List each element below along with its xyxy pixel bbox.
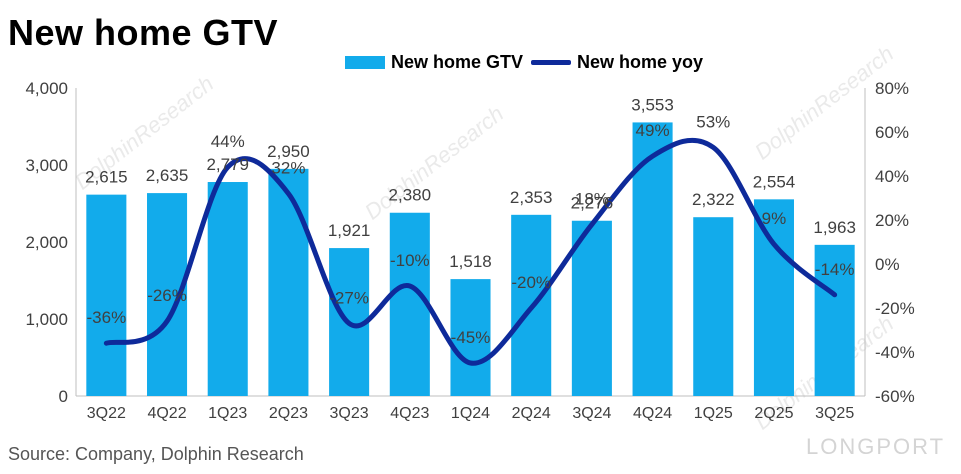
- right-tick-label: 60%: [875, 123, 909, 142]
- bar-data-label: 2,554: [753, 172, 796, 191]
- bar: [632, 122, 673, 396]
- right-tick-label: -20%: [875, 299, 915, 318]
- bar-data-label: 2,380: [389, 186, 432, 205]
- bar-data-label: 2,779: [206, 155, 249, 174]
- left-tick-label: 2,000: [25, 233, 68, 252]
- line-data-label: -27%: [329, 288, 369, 307]
- watermark-logo: LONGPORT: [806, 434, 946, 459]
- bar-data-label: 2,353: [510, 188, 553, 207]
- legend-item-gtv: New home GTV: [345, 52, 523, 73]
- line-data-label: -14%: [815, 260, 855, 279]
- bar-data-label: 2,950: [267, 142, 310, 161]
- left-tick-label: 4,000: [25, 79, 68, 98]
- x-tick-label: 2Q23: [269, 405, 308, 422]
- bar: [814, 244, 855, 396]
- bar-data-label: 3,553: [631, 95, 674, 114]
- right-tick-label: 20%: [875, 211, 909, 230]
- bar: [693, 217, 734, 396]
- left-tick-label: 0: [59, 387, 68, 406]
- left-tick-label: 1,000: [25, 310, 68, 329]
- line-data-label: 53%: [696, 112, 730, 131]
- legend-swatch-bar: [345, 56, 385, 69]
- line-data-label: -20%: [511, 273, 551, 292]
- right-tick-label: -60%: [875, 387, 915, 406]
- legend-swatch-line: [531, 60, 572, 65]
- legend-item-yoy: New home yoy: [531, 52, 703, 73]
- line-data-label: 32%: [271, 159, 305, 178]
- line-data-label: 9%: [762, 209, 787, 228]
- x-tick-label: 4Q23: [390, 405, 429, 422]
- bar: [86, 194, 127, 396]
- legend: New home GTV New home yoy: [345, 52, 711, 73]
- x-tick-label: 1Q25: [694, 405, 733, 422]
- x-tick-label: 3Q23: [330, 405, 369, 422]
- x-tick-label: 2Q24: [512, 405, 551, 422]
- bar-data-label: 1,921: [328, 221, 371, 240]
- bar: [389, 212, 430, 396]
- yoy-line: [103, 137, 838, 366]
- right-tick-label: 80%: [875, 79, 909, 98]
- bar-data-label: 2,635: [146, 166, 189, 185]
- x-tick-label: 3Q22: [87, 405, 126, 422]
- x-tick-label: 3Q25: [815, 405, 854, 422]
- legend-label-yoy: New home yoy: [577, 52, 704, 72]
- bar-data-label: 1,518: [449, 252, 492, 271]
- bar: [571, 220, 612, 396]
- bar: [207, 182, 248, 396]
- x-tick-label: 3Q24: [572, 405, 611, 422]
- x-tick-label: 4Q24: [633, 405, 672, 422]
- x-tick-label: 2Q25: [754, 405, 793, 422]
- bar-data-label: 2,615: [85, 168, 128, 187]
- x-tick-label: 1Q24: [451, 405, 490, 422]
- bar: [450, 279, 491, 396]
- bar-data-label: 1,963: [813, 218, 856, 237]
- line-data-label: 49%: [636, 121, 670, 140]
- source-note: Source: Company, Dolphin Research: [8, 444, 304, 464]
- line-data-label: -45%: [451, 328, 491, 347]
- bar-data-label: 2,276: [571, 194, 614, 213]
- right-tick-label: 40%: [875, 167, 909, 186]
- left-tick-label: 3,000: [25, 156, 68, 175]
- right-tick-label: -40%: [875, 343, 915, 362]
- bar: [268, 168, 309, 396]
- x-tick-label: 4Q22: [147, 405, 186, 422]
- x-tick-label: 1Q23: [208, 405, 247, 422]
- right-tick-label: 0%: [875, 255, 900, 274]
- line-data-label: -10%: [390, 251, 430, 270]
- line-data-label: 44%: [211, 132, 245, 151]
- bar-data-label: 2,322: [692, 190, 735, 209]
- chart-title: New home GTV: [8, 12, 279, 53]
- bar: [753, 199, 794, 396]
- legend-label-gtv: New home GTV: [391, 52, 524, 72]
- line-data-label: -26%: [147, 286, 187, 305]
- line-data-label: 18%: [575, 189, 609, 208]
- line-data-label: -36%: [87, 308, 127, 327]
